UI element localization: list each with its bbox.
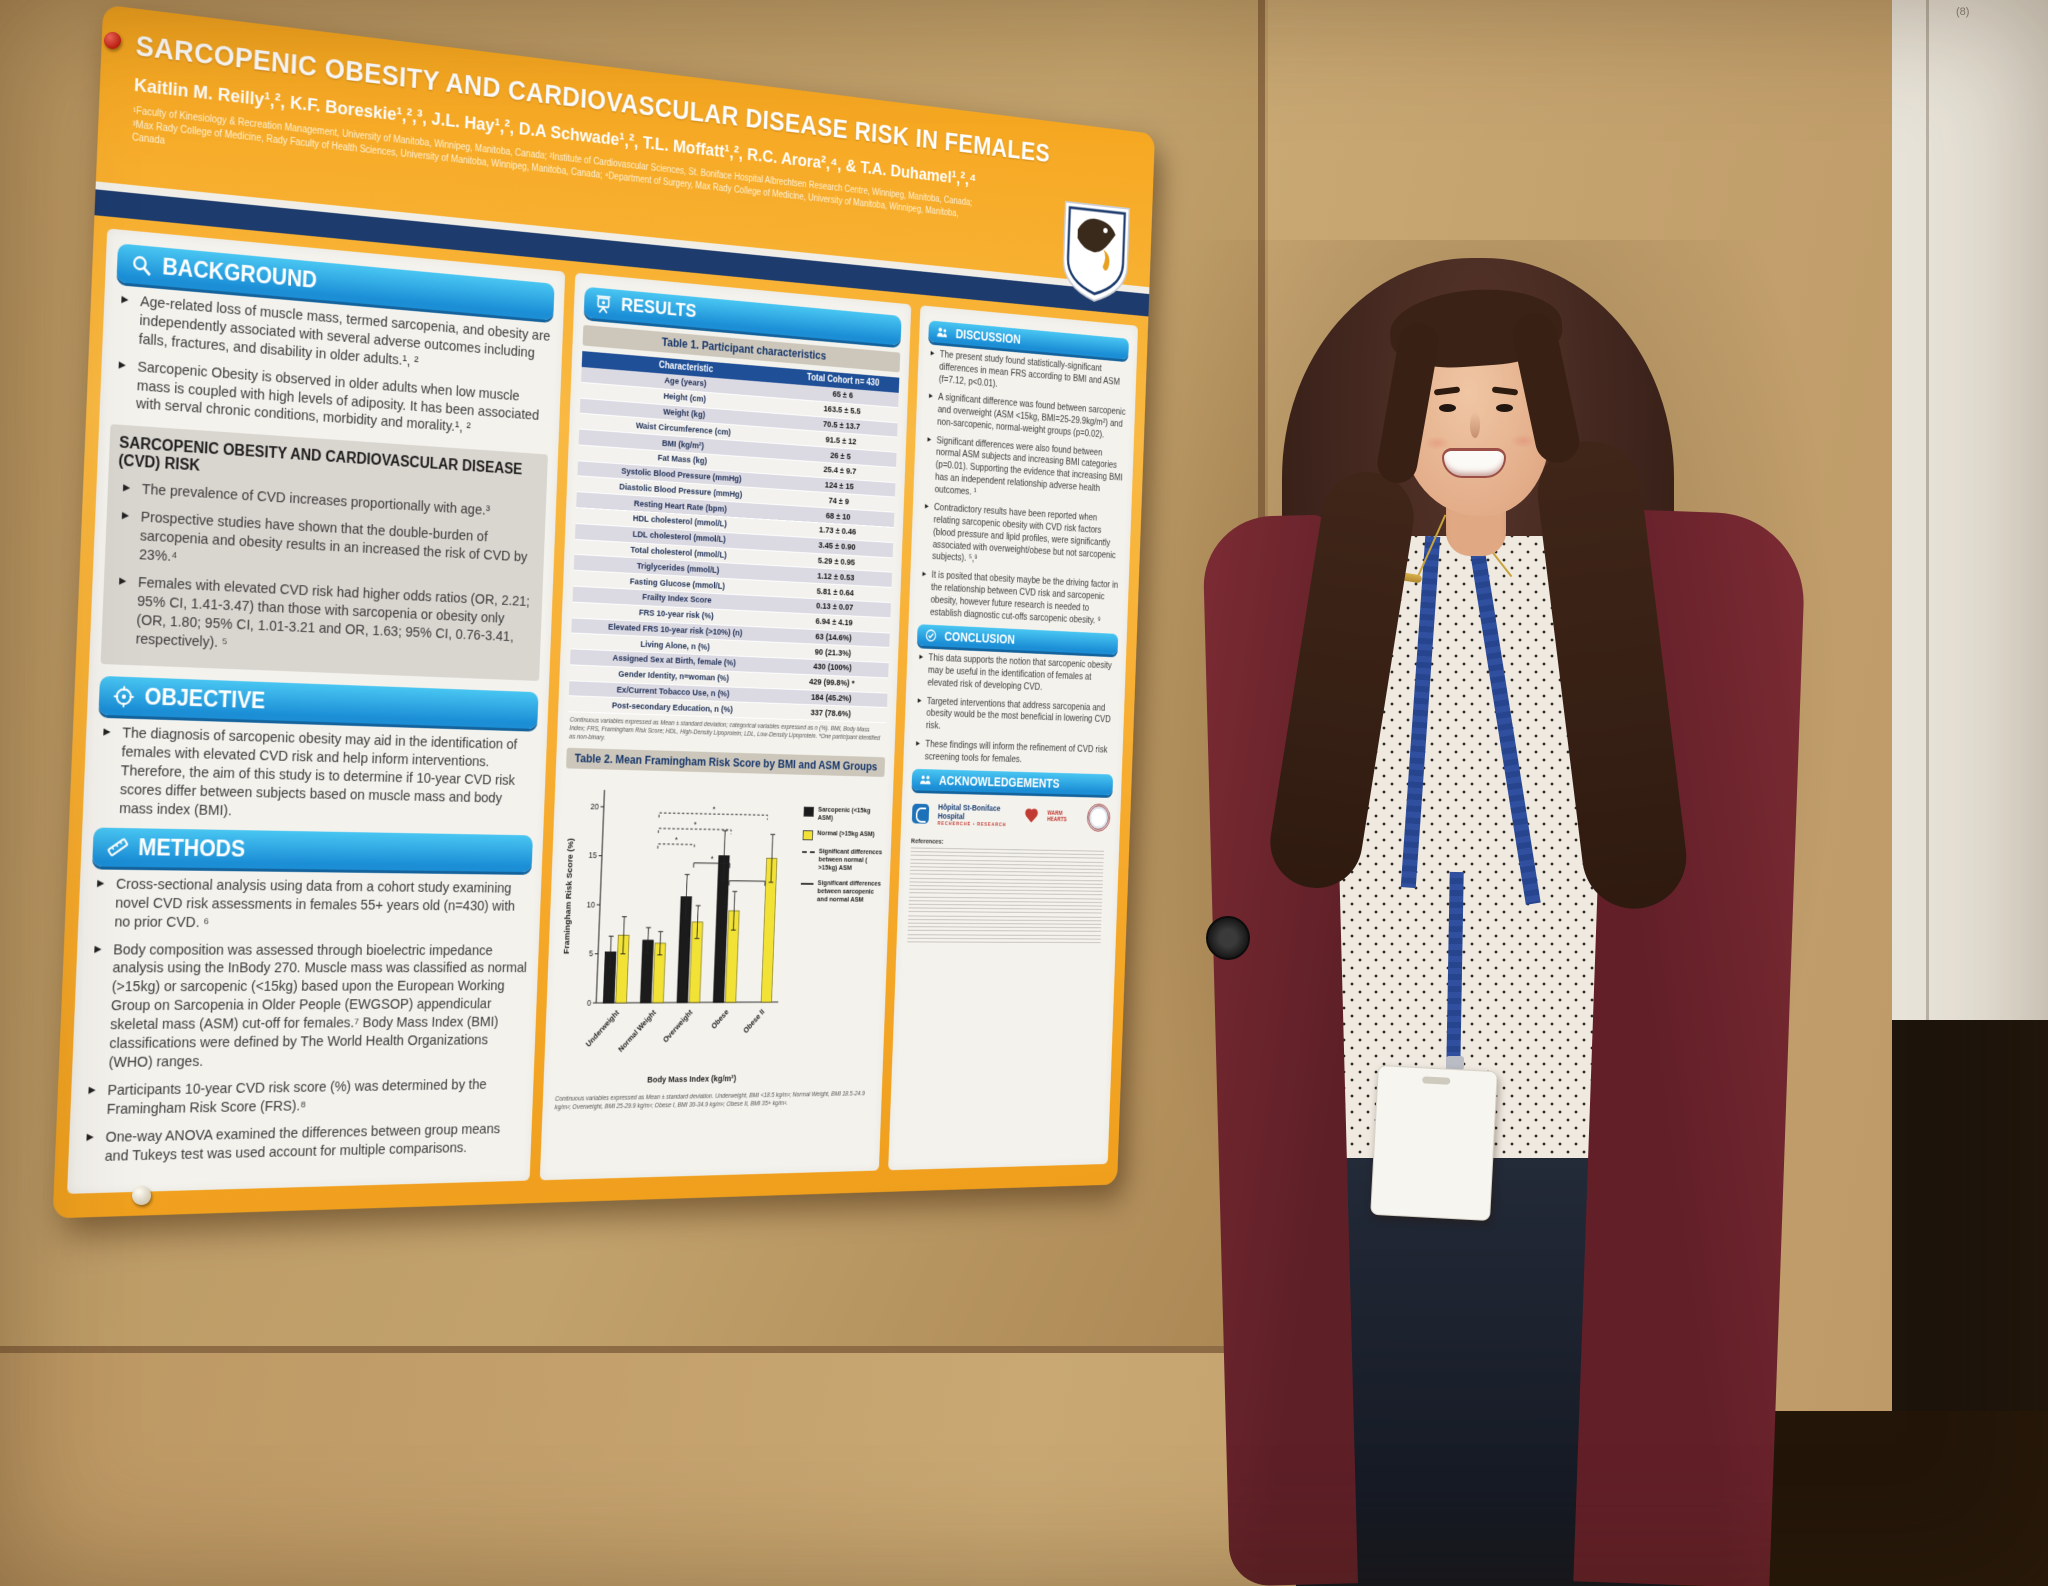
section-header-conclusion: CONCLUSION <box>916 624 1119 656</box>
svg-text:*: * <box>713 805 717 814</box>
magnifier-icon <box>130 252 154 278</box>
legend-item: Significant differences between sarcopen… <box>800 878 882 904</box>
hospital-subtitle: RECHERCHE • RESEARCH <box>937 820 1007 828</box>
section-label: RESULTS <box>620 294 697 322</box>
legend-line-sample <box>801 882 814 885</box>
chart-legend: Sarcopenic (<15kg ASM) Normal (>15kg ASM)… <box>800 805 885 912</box>
round-program-logo <box>1086 803 1111 833</box>
bullet-item: Significant differences were also found … <box>924 434 1125 509</box>
section-label: DISCUSSION <box>955 326 1021 347</box>
svg-text:15: 15 <box>589 851 598 861</box>
svg-text:*: * <box>694 820 698 829</box>
svg-text:Obese: Obese <box>710 1008 730 1031</box>
st-boniface-hospital-logo <box>911 804 930 825</box>
research-poster: SARCOPENIC OBESITY AND CARDIOVASCULAR DI… <box>52 4 1155 1219</box>
acknowledgement-logos: Hôpital St-Boniface Hospital RECHERCHE •… <box>911 800 1111 833</box>
column-middle: RESULTS Table 1. Participant characteris… <box>540 272 912 1181</box>
bullet-item: This data supports the notion that sarco… <box>917 652 1118 697</box>
wall-shadow <box>1130 240 1890 1490</box>
legend-swatch <box>802 830 814 841</box>
references-fine-print <box>907 847 1104 946</box>
st-boniface-hospital-text: Hôpital St-Boniface Hospital RECHERCHE •… <box>937 802 1016 828</box>
svg-text:Body Mass Index (kg/m²): Body Mass Index (kg/m²) <box>647 1074 736 1085</box>
whiteboard-panel <box>1892 0 2048 1586</box>
legend-label: Normal (>15kg ASM) <box>817 828 875 838</box>
checkmark-icon <box>924 628 937 643</box>
section-label: ACKNOWLEDGEMENTS <box>938 773 1060 791</box>
legend-item: Significant differences between normal (… <box>802 847 884 872</box>
hospital-name: Hôpital St-Boniface Hospital <box>937 802 1001 822</box>
warm-hearts-logo <box>1025 809 1039 823</box>
svg-text:0: 0 <box>587 998 592 1008</box>
legend-label: Significant differences between normal (… <box>818 846 883 872</box>
column-right: DISCUSSION The present study found stati… <box>887 305 1139 1171</box>
cvd-risk-box: SARCOPENIC OBESITY AND CARDIOVASCULAR DI… <box>100 424 549 682</box>
svg-text:20: 20 <box>591 802 600 812</box>
methods-bullets: Cross-sectional analysis using data from… <box>80 875 532 1167</box>
ruler-icon <box>106 835 130 859</box>
svg-text:5: 5 <box>589 949 594 959</box>
svg-text:*: * <box>675 835 679 844</box>
bullet-item: Targeted interventions that address sarc… <box>915 695 1116 739</box>
legend-item: Sarcopenic (<15kg ASM) <box>803 805 885 824</box>
bullet-item: These findings will inform the refinemen… <box>914 738 1114 768</box>
bullet-item: Females with elevated CVD risk had highe… <box>115 573 535 665</box>
board-edge <box>0 1346 1265 1353</box>
svg-text:10: 10 <box>587 900 596 910</box>
svg-text:*: * <box>711 854 715 863</box>
target-icon <box>112 684 136 709</box>
red-pushpin <box>104 32 121 49</box>
poster-body: BACKGROUND Age-related loss of muscle ma… <box>53 215 1148 1210</box>
section-label: OBJECTIVE <box>144 683 266 714</box>
warm-hearts-label: WARM HEARTS <box>1046 810 1067 824</box>
frs-bar-chart: 0 5 10 15 20 * * * * Underweight Normal Weight Over… <box>554 774 884 1091</box>
legend-label: Sarcopenic (<15kg ASM) <box>817 805 871 822</box>
svg-text:Overweight: Overweight <box>662 1008 694 1045</box>
section-header-objective: OBJECTIVE <box>98 676 539 730</box>
white-pushpin <box>132 1186 151 1205</box>
table1-footnote: Continuous variables expressed as Mean ±… <box>569 717 881 742</box>
presentation-icon <box>594 293 613 315</box>
legend-label: Significant differences between sarcopen… <box>816 878 882 904</box>
legend-item: Normal (>15kg ASM) <box>802 828 884 841</box>
objective-bullets: The diagnosis of sarcopenic obesity may … <box>94 724 537 827</box>
people-icon <box>936 325 949 340</box>
svg-text:Normal Weight: Normal Weight <box>617 1008 658 1054</box>
svg-text:Framingham Risk Score (%): Framingham Risk Score (%) <box>562 838 575 954</box>
bullet-item: The diagnosis of sarcopenic obesity may … <box>98 724 537 826</box>
bullet-item: Cross-sectional analysis using data from… <box>93 875 531 934</box>
bullet-item: Contradictory results have been reported… <box>921 502 1122 575</box>
people-group-icon <box>919 773 932 788</box>
whiteboard-note: (8) <box>1956 6 1970 18</box>
table-cell: 337 (78.6%) <box>773 703 887 723</box>
section-label: BACKGROUND <box>161 253 318 293</box>
section-label: CONCLUSION <box>944 629 1016 647</box>
conclusion-bullets: This data supports the notion that sarco… <box>912 652 1117 769</box>
cvd-risk-bullets: The prevalence of CVD increases proporti… <box>111 480 538 665</box>
svg-text:Underweight: Underweight <box>585 1008 621 1048</box>
chart-footnote: Continuous variables expressed as Mean ±… <box>554 1090 865 1112</box>
bullet-item: Body composition was assessed through bi… <box>87 941 529 1073</box>
participant-characteristics-table: Characteristic Total Cohort n= 430 Age (ye… <box>568 351 900 723</box>
legend-swatch <box>803 806 815 817</box>
university-of-manitoba-logo <box>1059 198 1132 308</box>
bullet-item: One-way ANOVA examined the differences b… <box>83 1120 522 1167</box>
bullet-item: It is posited that obesity maybe be the … <box>919 569 1120 628</box>
table2-title: Table 2. Mean Framingham Risk Score by B… <box>566 747 885 778</box>
column-left: BACKGROUND Age-related loss of muscle ma… <box>67 228 566 1194</box>
section-header-acknowledgements: ACKNOWLEDGEMENTS <box>911 769 1114 796</box>
bullet-item: Participants 10-year CVD risk score (%) … <box>85 1076 523 1120</box>
section-label: METHODS <box>137 834 246 862</box>
section-header-methods: METHODS <box>92 827 534 873</box>
svg-text:Obese II: Obese II <box>742 1008 766 1035</box>
references-label: References: <box>910 837 944 846</box>
legend-line-sample <box>802 851 815 854</box>
discussion-bullets: The present study found statistically-si… <box>918 348 1128 628</box>
